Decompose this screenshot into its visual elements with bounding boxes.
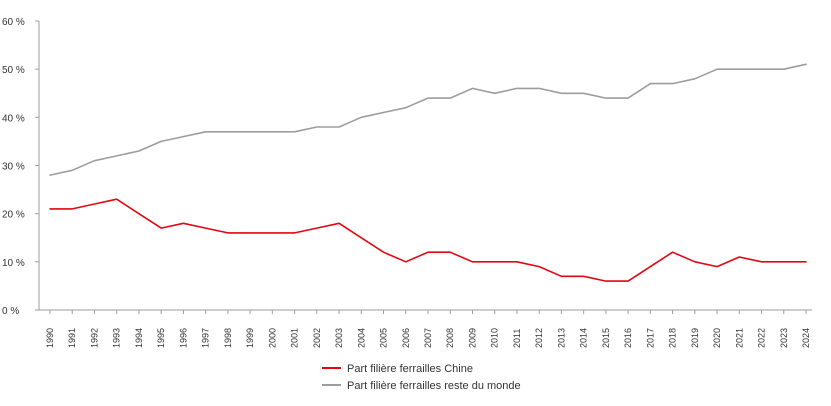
x-tick-label: 2015 — [601, 328, 611, 348]
legend-label: Part filière ferrailles Chine — [347, 363, 473, 375]
x-tick-label: 1993 — [112, 328, 122, 348]
x-axis: 1990 1991 1992 1993 1994 1995 1996 1997 1998 1999… — [39, 309, 812, 348]
y-tick-label: 10 % — [2, 258, 25, 269]
x-tick-label: 1995 — [156, 328, 166, 348]
x-tick-label: 1994 — [134, 328, 144, 348]
x-tick-label: 2019 — [690, 328, 700, 348]
x-tick-label: 2004 — [356, 328, 366, 348]
x-tick-label: 2017 — [645, 328, 655, 348]
x-tick-label: 1992 — [89, 328, 99, 348]
x-tick-label: 2014 — [579, 328, 589, 348]
x-tick-label: 2000 — [267, 328, 277, 348]
x-tick-label: 1998 — [223, 328, 233, 348]
x-tick-label: 2016 — [623, 328, 633, 348]
x-tick-label: 2005 — [379, 328, 389, 348]
x-tick-label: 1991 — [67, 328, 77, 348]
y-tick-label: 0 % — [2, 306, 19, 317]
x-tick-label: 2022 — [757, 328, 767, 348]
x-tick-label: 2021 — [734, 328, 744, 348]
series-line-china — [49, 198, 807, 282]
x-tick-label: 2008 — [445, 328, 455, 348]
legend: Part filière ferrailles Chine Part filièr… — [322, 363, 521, 392]
x-tick-label: 2009 — [467, 328, 477, 348]
x-tick-label: 2012 — [534, 328, 544, 348]
y-tick-label: 30 % — [2, 162, 25, 173]
legend-label: Part filière ferrailles reste du monde — [347, 380, 521, 392]
y-axis: 0 % 10 % 20 % 30 % 40 % 50 % 60 % — [2, 17, 40, 317]
x-tick-label: 2003 — [334, 328, 344, 348]
x-tick-label: 2002 — [312, 328, 322, 348]
x-tick-label: 2007 — [423, 328, 433, 348]
series-lines — [49, 63, 807, 282]
x-tick-label: 2013 — [556, 328, 566, 348]
x-tick-label: 2006 — [401, 328, 411, 348]
x-tick-label: 2023 — [779, 328, 789, 348]
y-tick-label: 60 % — [2, 17, 25, 28]
x-tick-label: 2018 — [668, 328, 678, 348]
y-tick-label: 50 % — [2, 65, 25, 76]
y-tick-label: 20 % — [2, 210, 25, 221]
x-tick-label: 2010 — [490, 328, 500, 348]
x-tick-label: 2011 — [512, 329, 522, 348]
series-line-rest-of-world — [49, 63, 807, 176]
x-tick-label: 2020 — [712, 328, 722, 348]
x-tick-label: 1997 — [201, 328, 211, 348]
y-tick-label: 40 % — [2, 113, 25, 124]
x-tick-label: 1990 — [45, 328, 55, 348]
x-tick-label: 2024 — [801, 328, 811, 348]
x-tick-label: 2001 — [290, 328, 300, 348]
x-tick-label: 1999 — [245, 328, 255, 348]
x-tick-label: 1996 — [178, 328, 188, 348]
